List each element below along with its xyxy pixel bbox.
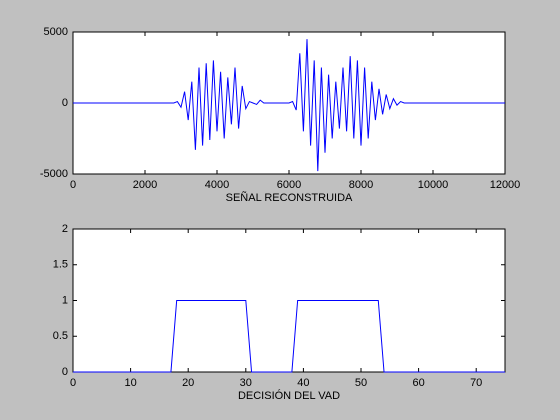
y-tick-label: -5000 (40, 168, 68, 180)
x-tick-label: 30 (240, 377, 252, 389)
x-tick-label: 8000 (349, 179, 373, 191)
signal-line (73, 300, 505, 373)
x-tick-label: 0 (70, 377, 76, 389)
x-tick-label: 20 (182, 377, 194, 389)
x-tick-label: 60 (412, 377, 424, 389)
y-tick-label: 5000 (44, 26, 68, 38)
y-tick-label: 0.5 (53, 330, 68, 342)
x-tick-label: 40 (297, 377, 309, 389)
x-tick-label: 2000 (133, 179, 157, 191)
x-tick-label: 12000 (490, 179, 521, 191)
y-tick-label: 0 (62, 97, 68, 109)
y-tick-label: 1 (62, 294, 68, 306)
y-tick-label: 2 (62, 223, 68, 235)
x-tick-label: 70 (470, 377, 482, 389)
x-axis-label: SEÑAL RECONSTRUIDA (226, 191, 353, 204)
x-axis-label: DECISIÓN DEL VAD (238, 389, 340, 402)
x-tick-label: 6000 (277, 179, 301, 191)
x-tick-label: 10000 (418, 179, 449, 191)
x-tick-label: 10 (124, 377, 136, 389)
signal-line (73, 39, 505, 172)
x-tick-label: 50 (355, 377, 367, 389)
axes-background (72, 228, 506, 373)
x-tick-label: 0 (70, 179, 76, 191)
y-tick-label: 1.5 (53, 259, 68, 271)
x-tick-label: 4000 (205, 179, 229, 191)
y-tick-label: 0 (62, 366, 68, 378)
